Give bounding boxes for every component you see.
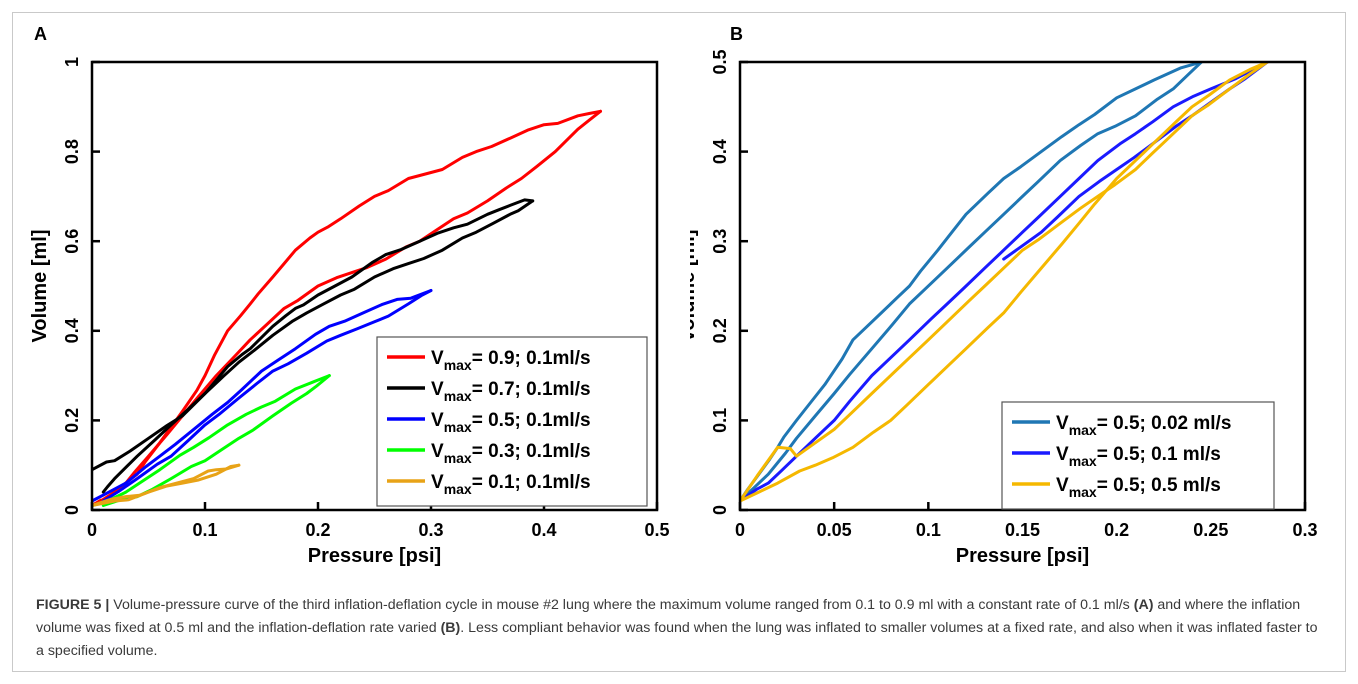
series-line-4-inflation <box>92 374 331 507</box>
y-tick-label: 0 <box>62 505 82 515</box>
legend-label: Vmax= 0.5; 0.02 ml/s <box>1056 413 1231 438</box>
chart-panel-a: A 0 0.1 0.2 0.3 0.4 0.5 0 0.2 0.4 0.6 0.8 1 Pressure … <box>29 24 670 567</box>
series-group <box>92 109 602 507</box>
series-line-3-deflation <box>740 62 1269 503</box>
x-tick-label: 0.15 <box>1005 520 1040 540</box>
legend-label: Vmax= 0.5; 0.1ml/s <box>431 410 591 435</box>
legend-box <box>1001 401 1275 510</box>
series-line-3-deflation <box>101 289 433 503</box>
x-tick-label: 0.2 <box>305 520 330 540</box>
series-line-1-inflation <box>740 62 1203 503</box>
plot-frame <box>90 60 659 512</box>
series-line-5-deflation <box>92 463 241 507</box>
series-group <box>740 62 1269 503</box>
y-tick-label: 0 <box>710 505 730 515</box>
legend-label: Vmax= 0.9; 0.1ml/s <box>431 348 591 373</box>
caption-lead: FIGURE 5 | <box>36 597 110 613</box>
x-tick-label: 0.05 <box>817 520 852 540</box>
panel-letter-a: A <box>34 24 47 44</box>
panel-letter-b: B <box>730 24 743 44</box>
y-tick-label: 0.6 <box>62 229 82 254</box>
y-tick-label: 0.1 <box>710 408 730 433</box>
legend: Vmax= 0.9; 0.1ml/s Vmax= 0.7; 0.1ml/s Vmax… <box>376 336 648 507</box>
x-tick-label: 0.3 <box>418 520 443 540</box>
x-tick-label: 0.3 <box>1292 520 1317 540</box>
x-tick-label: 0.1 <box>916 520 941 540</box>
caption-part2: and where the inflation volume was fixed… <box>36 597 1301 636</box>
y-tick-label: 0.2 <box>710 318 730 343</box>
figure-frame <box>12 12 1346 672</box>
x-tick-label: 0.25 <box>1193 520 1228 540</box>
legend-label: Vmax= 0.7; 0.1ml/s <box>431 379 591 404</box>
y-tick-label: 1 <box>62 57 82 67</box>
legend: Vmax= 0.5; 0.02 ml/s Vmax= 0.5; 0.1 ml/s V… <box>1001 401 1275 510</box>
series-line-3-inflation <box>92 289 433 503</box>
legend-label: Vmax= 0.5; 0.1 ml/s <box>1056 444 1221 469</box>
legend-label: Vmax= 0.1; 0.1ml/s <box>431 472 591 497</box>
legend-label: Vmax= 0.5; 0.5 ml/s <box>1056 475 1221 500</box>
y-tick-label: 0.2 <box>62 408 82 433</box>
figure-caption: FIGURE 5 | Volume-pressure curve of the … <box>36 594 1326 663</box>
series-line-2-inflation <box>740 62 1269 503</box>
x-tick-label: 0 <box>87 520 97 540</box>
x-tick-label: 0.1 <box>192 520 217 540</box>
chart-panel-b: B 0 0.05 0.1 0.15 0.2 0.25 0.3 0 0.1 0.2 0.3 0.4 0.5 P… <box>690 24 1318 567</box>
y-tick-label: 0.4 <box>710 139 730 164</box>
series-line-1-deflation <box>92 109 602 507</box>
y-tick-label: 0.4 <box>62 318 82 343</box>
legend-box <box>376 336 648 507</box>
x-axis-label: Pressure [psi] <box>956 545 1089 567</box>
caption-ref-a: (A) <box>1133 597 1154 613</box>
y-axis-label: Volume [ml] <box>29 230 51 343</box>
series-line-1-deflation <box>740 62 1203 503</box>
x-axis-label: Pressure [psi] <box>308 545 441 567</box>
legend-label: Vmax= 0.3; 0.1ml/s <box>431 441 591 466</box>
y-tick-label: 0.3 <box>710 229 730 254</box>
y-axis-label: Volume [ml] <box>690 230 699 343</box>
x-tick-label: 0.2 <box>1104 520 1129 540</box>
y-tick-label: 0.5 <box>710 49 730 74</box>
caption-ref-b: (B) <box>440 620 461 636</box>
x-tick-label: 0.5 <box>644 520 669 540</box>
y-tick-label: 0.8 <box>62 139 82 164</box>
x-tick-label: 0 <box>735 520 745 540</box>
series-line-2-deflation <box>101 199 535 494</box>
caption-part3: . Less compliant behavior was found when… <box>36 620 1318 659</box>
caption-part1: Volume-pressure curve of the third infla… <box>109 597 1134 613</box>
x-tick-label: 0.4 <box>531 520 556 540</box>
series-line-3-inflation <box>740 62 1269 503</box>
